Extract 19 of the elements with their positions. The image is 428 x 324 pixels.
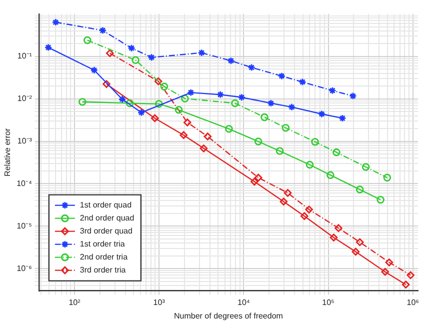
legend-label: 3rd order tria <box>80 266 126 275</box>
y-axis-title: Relative error <box>3 128 12 176</box>
legend-label: 1st order tria <box>80 240 126 249</box>
y-tick-label: 10⁻¹ <box>17 52 32 61</box>
legend-label: 2nd order quad <box>80 214 134 223</box>
y-tick-label: 10⁻⁴ <box>16 178 32 188</box>
y-tick-label: 10⁻⁵ <box>16 221 32 230</box>
x-tick-label: 10⁶ <box>406 298 419 307</box>
legend-label: 3rd order quad <box>80 226 132 236</box>
x-tick-label: 10² <box>68 298 81 307</box>
y-tick-label: 10⁻² <box>17 94 32 104</box>
x-tick-label: 10³ <box>153 298 166 307</box>
x-tick-label: 10⁵ <box>322 298 334 307</box>
x-tick-label: 10⁴ <box>238 298 250 307</box>
x-axis-title: Number of degrees of freedom <box>174 311 284 320</box>
y-tick-label: 10⁻³ <box>17 136 32 146</box>
y-tick-label: 10⁻⁶ <box>16 264 32 273</box>
legend-label: 2nd order tria <box>80 252 128 262</box>
legend-label: 1st order quad <box>80 200 132 210</box>
